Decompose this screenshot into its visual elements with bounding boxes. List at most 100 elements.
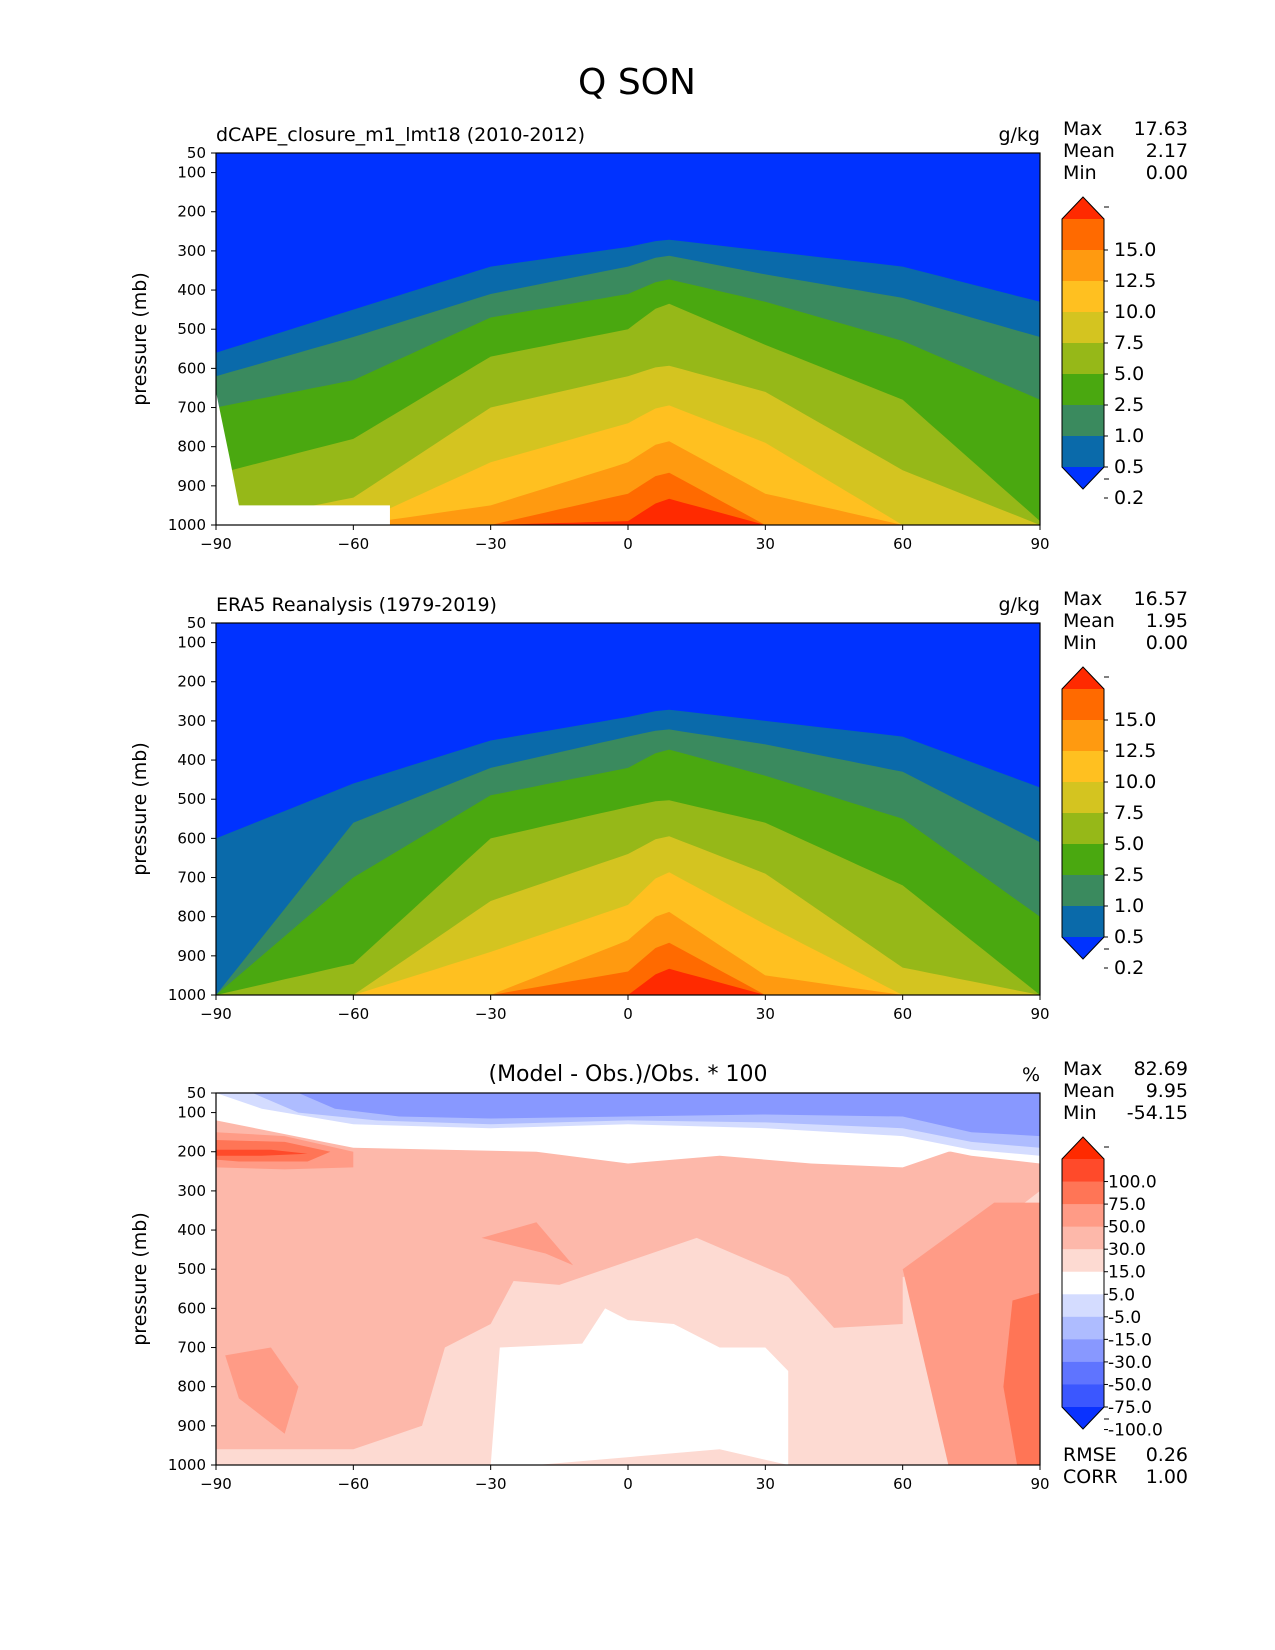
panel-model: dCAPE_closure_m1_lmt18 (2010-2012) g/kg 50… [129,118,1188,553]
y-axis-label: pressure (mb) [129,1212,151,1346]
contour-band [216,1149,308,1156]
colorbar-label: -100.0 [1108,1421,1163,1441]
panel-title: ERA5 Reanalysis (1979-2019) [216,594,497,616]
y-tick-label: 900 [177,1417,206,1435]
y-tick-label: 600 [177,829,206,847]
y-tick-label: 700 [177,869,206,887]
colorbar-extend-min [1062,467,1104,489]
x-tick-label: 0 [623,1005,633,1023]
colorbar-segment [1062,1361,1104,1385]
colorbar-segment [1062,720,1104,752]
colorbar-label: -30.0 [1108,1353,1152,1373]
stat-value: 9.95 [1146,1080,1188,1102]
colorbar-label: 5.0 [1114,363,1144,385]
colorbar-segment [1062,1159,1104,1183]
colorbar-segment [1062,1294,1104,1318]
contour-band [216,872,1040,995]
colorbar-segment [1062,250,1104,282]
x-tick-label: −90 [200,535,232,553]
colorbar-label: -15.0 [1108,1330,1152,1350]
y-tick-label: 1000 [168,516,206,534]
colorbar-label: -5.0 [1108,1308,1141,1328]
colorbar: 15.0 12.5 10.0 7.5 5.0 2.5 1.0 0.5 0.2 [1061,196,1156,509]
stat-label: Min [1063,632,1097,654]
stat-value: 17.63 [1134,118,1188,140]
stat-label: Max [1063,1058,1102,1080]
stat-value: 2.17 [1146,140,1188,162]
y-tick-label: 50 [187,1084,206,1102]
colorbar-segment [1062,436,1104,468]
y-tick-label: 200 [177,203,206,221]
colorbar-segment [1062,1316,1104,1340]
x-tick-label: 60 [893,535,912,553]
contour-field [216,1093,1040,1465]
colorbar-segment [1062,281,1104,313]
x-tick-label: −60 [338,535,370,553]
stat-label: Mean [1063,1080,1115,1102]
contour-band [490,1308,789,1465]
colorbar-label: 50.0 [1108,1218,1146,1238]
y-tick-label: 500 [177,790,206,808]
x-tick-label: −30 [475,1475,507,1493]
colorbar-segment [1062,1249,1104,1273]
colorbar-label: 7.5 [1114,332,1144,354]
y-tick-label: 600 [177,1299,206,1317]
colorbar-label: 5.0 [1114,833,1144,855]
colorbar-segment [1062,312,1104,344]
y-tick-label: 500 [177,320,206,338]
colorbar-label: 2.5 [1114,864,1144,886]
colorbar-segment [1062,844,1104,876]
colorbar-segment [1062,343,1104,375]
x-tick-label: 60 [893,1475,912,1493]
contour-band [216,441,1040,525]
contour-band [216,1120,1040,1465]
y-tick-label: 900 [177,477,206,495]
x-tick-label: 30 [756,1005,775,1023]
y-tick-label: 300 [177,1182,206,1200]
x-tick-label: −30 [475,535,507,553]
colorbar-extend-max [1062,197,1104,219]
stat-value: 0.26 [1146,1444,1188,1466]
colorbar-label: 5.0 [1108,1285,1135,1305]
y-tick-label: 50 [187,614,206,632]
y-tick-label: 200 [177,1143,206,1161]
units-label: g/kg [998,124,1040,146]
contour-field [216,623,1040,995]
colorbar: 15.0 12.5 10.0 7.5 5.0 2.5 1.0 0.5 0.2 [1061,666,1156,979]
x-tick-label: 60 [893,1005,912,1023]
units-label: % [1022,1064,1040,1086]
colorbar-segment [1062,1339,1104,1363]
colorbar: 100.075.0 50.030.0 15.05.0 -5.0-15.0 -30.0-5… [1061,1136,1163,1441]
y-tick-label: 800 [177,908,206,926]
y-tick-label: 50 [187,144,206,162]
units-label: g/kg [998,594,1040,616]
x-tick-label: 90 [1030,1475,1049,1493]
contour-band [1003,1292,1040,1465]
colorbar-label: 100.0 [1108,1173,1157,1193]
y-tick-label: 500 [177,1260,206,1278]
colorbar-segment [1062,1204,1104,1228]
stat-value: 82.69 [1134,1058,1188,1080]
x-tick-label: −60 [338,1475,370,1493]
colorbar-label: 1.0 [1114,895,1144,917]
y-tick-label: 100 [177,164,206,182]
stat-label: Max [1063,588,1102,610]
y-tick-label: 100 [177,1104,206,1122]
y-tick-label: 800 [177,1378,206,1396]
stat-label: Min [1063,1102,1097,1124]
x-tick-label: −60 [338,1005,370,1023]
colorbar-label: -50.0 [1108,1375,1152,1395]
x-tick-label: 0 [623,1475,633,1493]
colorbar-extend-max [1062,1137,1104,1159]
colorbar-segment [1062,1384,1104,1408]
contour-band [298,1093,1040,1137]
colorbar-label: 12.5 [1114,270,1156,292]
colorbar-segment [1062,813,1104,845]
colorbar-segment [1062,751,1104,783]
colorbar-label: 2.5 [1114,394,1144,416]
panel-difference: (Model - Obs.)/Obs. * 100 %50100200300400… [129,1058,1188,1493]
y-tick-label: 400 [177,751,206,769]
masked-region [216,391,390,525]
y-tick-label: 600 [177,359,206,377]
